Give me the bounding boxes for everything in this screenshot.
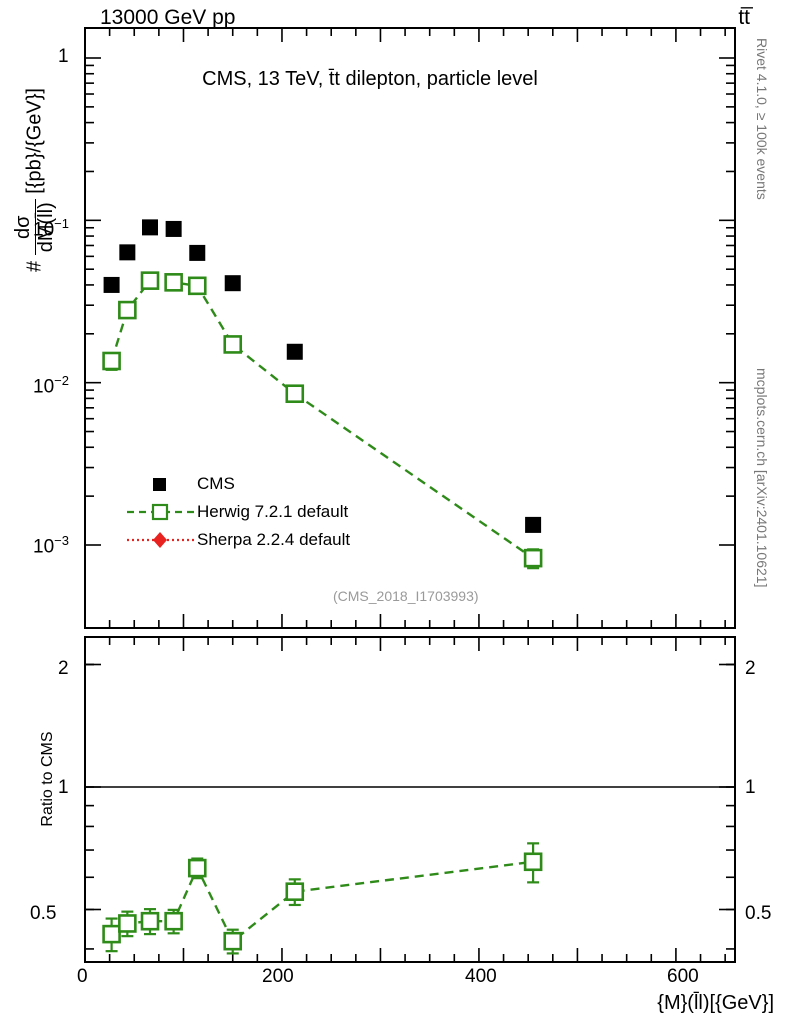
header-process: tt̅	[738, 6, 750, 29]
x-axis-label: {M}(l̄l)[{GeV}]	[657, 992, 774, 1014]
x-tick-600: 600	[667, 966, 699, 987]
ratio-tick-left-1: 1	[58, 777, 69, 798]
data-series	[102, 219, 543, 570]
x-tick-200: 200	[262, 966, 294, 987]
main-panel-frame	[84, 27, 736, 629]
legend-item-cms[interactable]: CMS	[125, 470, 350, 498]
analysis-watermark: (CMS_2018_I1703993)	[333, 588, 479, 604]
legend: CMS Herwig 7.2.1 default Sherpa 2.2.4 de…	[125, 470, 350, 554]
legend-item-herwig[interactable]: Herwig 7.2.1 default	[125, 498, 350, 526]
legend-item-sherpa[interactable]: Sherpa 2.2.4 default	[125, 526, 350, 554]
legend-label-cms: CMS	[197, 474, 235, 493]
legend-marker-cms	[153, 478, 166, 491]
ratio-series	[85, 786, 735, 955]
legend-label-herwig: Herwig 7.2.1 default	[197, 502, 349, 521]
ratio-tick-left-05: 0.5	[30, 903, 57, 924]
ratio-panel-frame	[84, 636, 736, 963]
y-tick-1: 1	[58, 46, 69, 67]
ratio-tick-right-2: 2	[745, 658, 756, 679]
y-tick-1e-3: 10−3	[33, 533, 69, 558]
ratio-tick-right-1: 1	[745, 777, 756, 798]
y-tick-1e-2: 10−2	[33, 373, 69, 398]
axis-ticks	[84, 28, 735, 962]
legend-marker-sherpa	[127, 532, 195, 548]
y-tick-1e-1: 10−1	[33, 216, 69, 241]
rivet-version-label: Rivet 4.1.0, ≥ 100k events	[754, 38, 770, 200]
ratio-tick-right-05: 0.5	[745, 903, 772, 924]
header-beam: 13000 GeV pp	[100, 6, 236, 29]
plot-title: CMS, 13 TeV, t̄t dilepton, particle leve…	[202, 68, 538, 90]
legend-marker-herwig	[127, 503, 195, 521]
ratio-tick-left-2: 2	[58, 658, 69, 679]
x-tick-400: 400	[465, 966, 497, 987]
mcplots-source-label: mcplots.cern.ch [arXiv:2401.10621]	[754, 368, 770, 588]
legend-label-sherpa: Sherpa 2.2.4 default	[197, 530, 351, 549]
x-tick-0: 0	[77, 966, 88, 987]
ratio-axis-label: Ratio to CMS	[39, 731, 56, 827]
